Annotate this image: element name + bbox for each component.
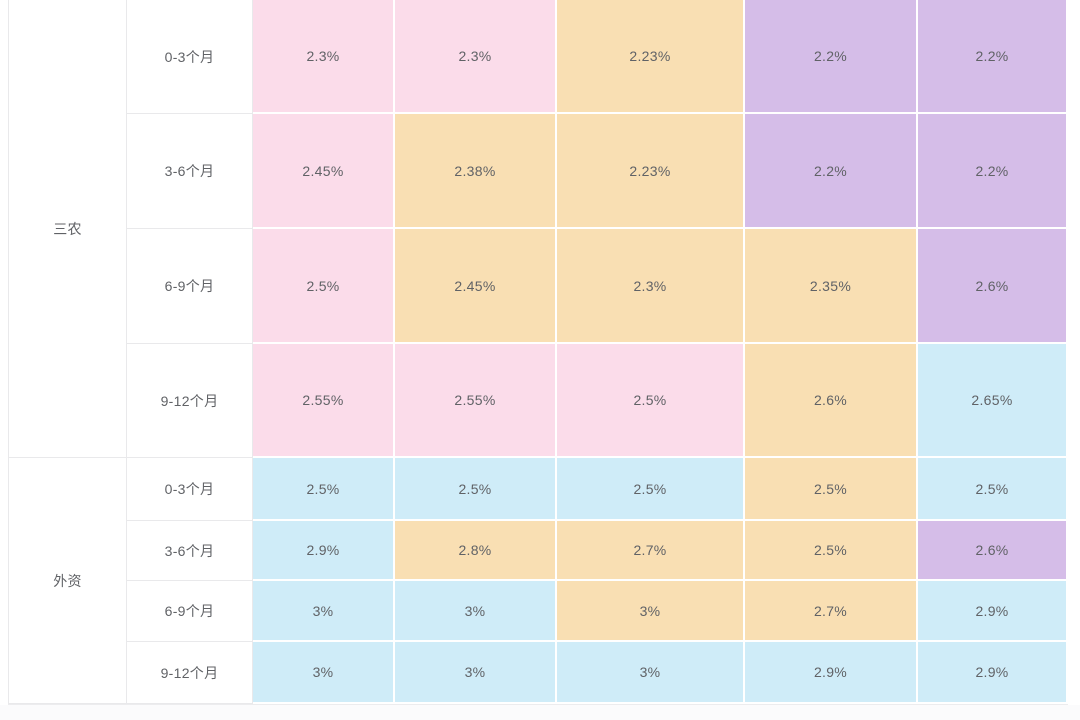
rate-cell: 2.3% (253, 0, 395, 114)
rate-cell: 2.23% (557, 114, 745, 229)
period-cell: 3-6个月 (127, 114, 253, 229)
rate-cell: 2.6% (918, 521, 1068, 581)
rate-cell: 2.65% (918, 344, 1068, 458)
rate-cell: 2.5% (557, 344, 745, 458)
rate-cell: 2.9% (918, 642, 1068, 704)
rate-cell: 2.9% (253, 521, 395, 581)
rate-cell: 2.9% (918, 581, 1068, 642)
rate-cell: 3% (395, 581, 557, 642)
period-cell: 9-12个月 (127, 642, 253, 704)
period-cell: 6-9个月 (127, 229, 253, 344)
group-cell: 外资 (9, 458, 127, 704)
rate-cell: 3% (557, 642, 745, 704)
rate-cell: 3% (253, 642, 395, 704)
rate-cell: 2.23% (557, 0, 745, 114)
period-cell: 0-3个月 (127, 0, 253, 114)
page-background (0, 705, 1080, 720)
rate-cell: 2.2% (745, 0, 918, 114)
rate-cell: 2.2% (745, 114, 918, 229)
rate-cell: 2.9% (745, 642, 918, 704)
rate-cell: 2.55% (395, 344, 557, 458)
period-cell: 0-3个月 (127, 458, 253, 521)
group-cell: 三农 (9, 0, 127, 458)
rate-cell: 2.5% (745, 521, 918, 581)
rate-cell: 3% (253, 581, 395, 642)
rate-cell: 2.7% (557, 521, 745, 581)
rate-cell: 2.45% (253, 114, 395, 229)
rate-cell: 2.8% (395, 521, 557, 581)
period-cell: 6-9个月 (127, 581, 253, 642)
rate-cell: 3% (557, 581, 745, 642)
rate-cell: 2.45% (395, 229, 557, 344)
rate-cell: 2.7% (745, 581, 918, 642)
rate-cell: 2.6% (745, 344, 918, 458)
rate-cell: 2.5% (253, 229, 395, 344)
rate-table: 三农 0-3个月 2.3% 2.3% 2.23% 2.2% 2.2% 3-6个月 2.45% 2.… (8, 0, 1068, 705)
rate-cell: 2.38% (395, 114, 557, 229)
rate-cell: 2.5% (918, 458, 1068, 521)
rate-cell: 2.2% (918, 114, 1068, 229)
rate-cell: 2.3% (395, 0, 557, 114)
period-cell: 3-6个月 (127, 521, 253, 581)
rate-cell: 2.55% (253, 344, 395, 458)
rate-cell: 2.6% (918, 229, 1068, 344)
rate-cell: 2.2% (918, 0, 1068, 114)
rate-cell: 2.35% (745, 229, 918, 344)
rate-cell: 2.5% (557, 458, 745, 521)
rate-cell: 3% (395, 642, 557, 704)
rate-cell: 2.5% (253, 458, 395, 521)
rate-cell: 2.3% (557, 229, 745, 344)
period-cell: 9-12个月 (127, 344, 253, 458)
rate-cell: 2.5% (745, 458, 918, 521)
rate-cell: 2.5% (395, 458, 557, 521)
